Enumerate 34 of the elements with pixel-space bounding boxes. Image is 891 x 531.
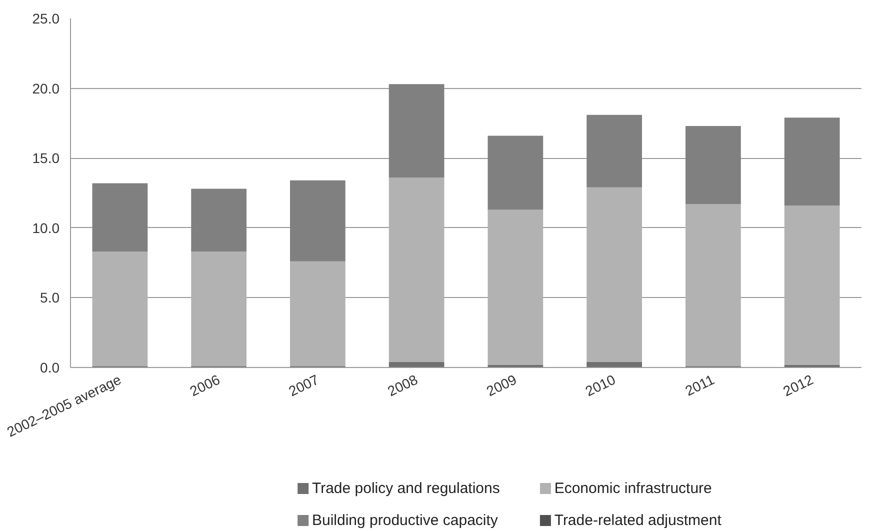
bar (586, 362, 642, 368)
x-tick-label: 2012 (780, 371, 816, 400)
bar (586, 114, 642, 188)
bar (388, 84, 444, 178)
bar (92, 252, 148, 366)
x-tick-label: 2011 (682, 371, 717, 399)
legend-label: Trade policy and regulations (312, 480, 500, 497)
bar (290, 180, 346, 262)
bar (191, 252, 246, 366)
x-tick-label: 2007 (286, 371, 322, 400)
x-tick-label: 2010 (582, 371, 618, 400)
bar (586, 187, 642, 362)
legend-label: Building productive capacity (312, 512, 498, 529)
bar (92, 183, 148, 252)
bar (388, 178, 444, 362)
bar (686, 204, 741, 366)
bar (488, 136, 544, 210)
bar (784, 206, 840, 365)
x-tick-label: 2008 (385, 371, 420, 400)
y-tick-label: 15.0 (32, 150, 60, 166)
y-tick-label: 0.0 (40, 360, 60, 376)
y-tick-label: 5.0 (40, 290, 60, 306)
bar (686, 126, 741, 204)
y-tick-label: 25.0 (32, 10, 60, 26)
bar (784, 118, 840, 206)
x-tick-label: 2006 (187, 371, 222, 400)
bar (191, 188, 246, 252)
y-tick-label: 10.0 (32, 220, 60, 236)
legend-label: Trade-related adjustment (554, 512, 722, 529)
y-tick-label: 20.0 (32, 80, 60, 96)
bar (488, 210, 544, 365)
x-tick-label: 2009 (484, 371, 520, 400)
bar (290, 261, 346, 366)
legend-label: Economic infrastructure (554, 480, 712, 497)
